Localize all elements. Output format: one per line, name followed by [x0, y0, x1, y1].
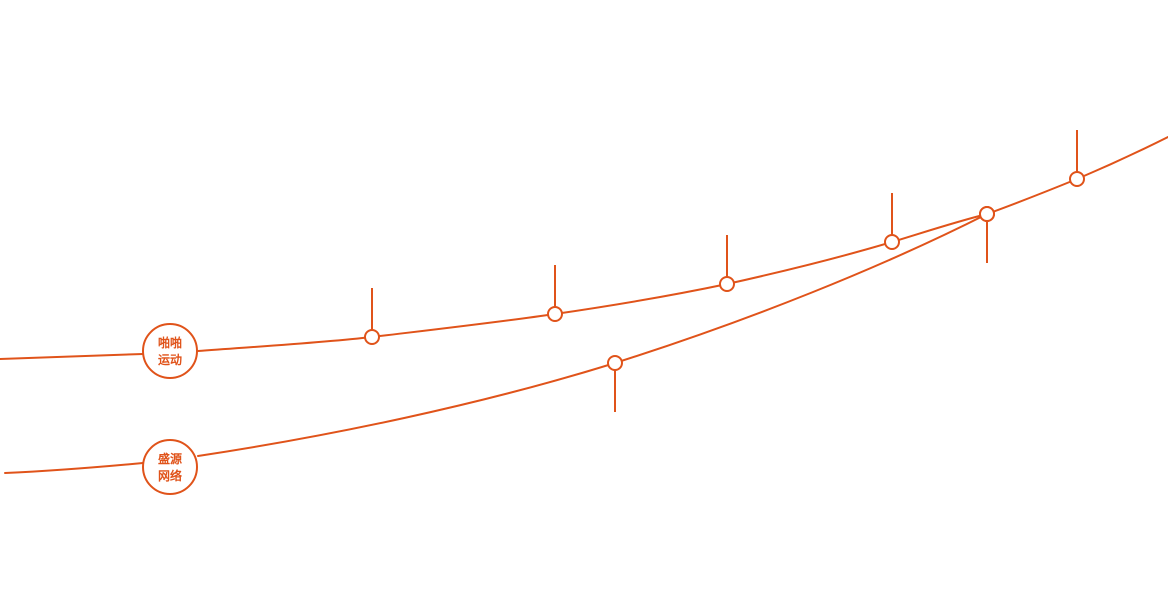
milestone-upper-6	[1069, 130, 1085, 187]
badge-lower-circle	[142, 439, 198, 495]
milestone-upper-3	[719, 235, 735, 292]
milestone-node	[547, 306, 563, 322]
badge-upper: 啪啪 运动	[142, 323, 198, 379]
badge-lower-line2: 网络	[158, 468, 182, 483]
badge-upper-circle	[142, 323, 198, 379]
milestone-upper-2	[547, 265, 563, 322]
badge-upper-line2: 运动	[158, 353, 182, 367]
badge-upper-line1: 啪啪	[158, 335, 182, 350]
badge-lower-line1: 盛源	[158, 451, 182, 466]
badge-lower: 盛源 网络	[142, 439, 198, 495]
milestone-node	[884, 234, 900, 250]
milestone-node	[1069, 171, 1085, 187]
milestone-node	[719, 276, 735, 292]
milestone-upper-1	[364, 288, 380, 345]
track-lower: 盛源 网络	[4, 213, 988, 495]
junction-node	[979, 206, 995, 222]
track-upper: 啪啪 运动	[0, 130, 1168, 379]
milestone-lower-1	[607, 355, 623, 412]
milestone-node	[607, 355, 623, 371]
milestone-upper-4	[884, 193, 900, 250]
milestone-node	[364, 329, 380, 345]
